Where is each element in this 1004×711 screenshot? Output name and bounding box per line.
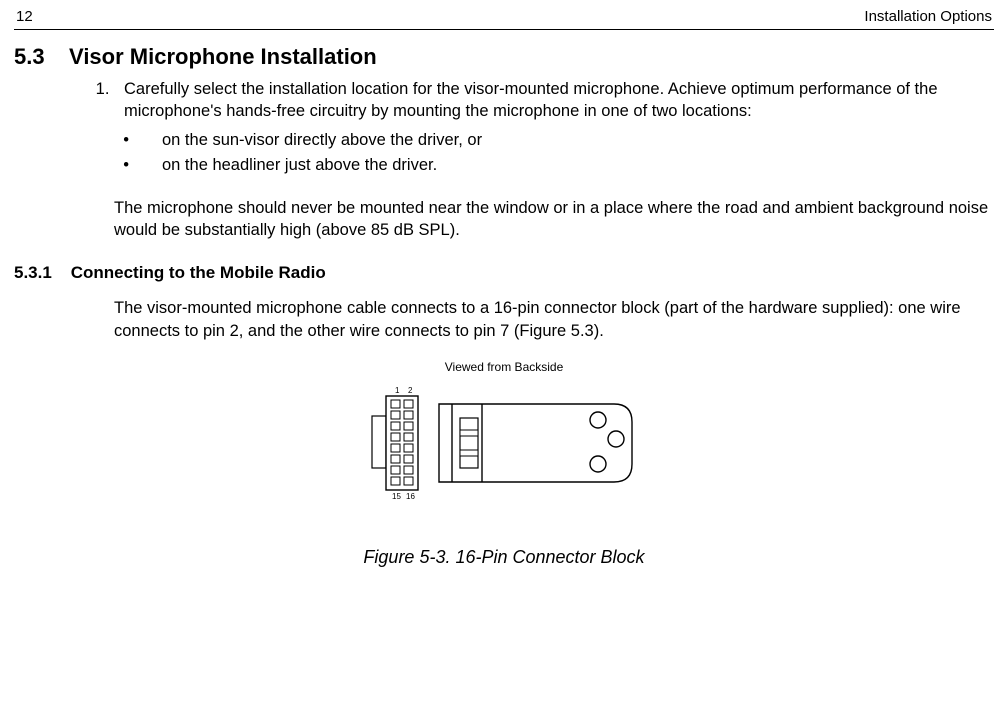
- step-1-text: Carefully select the installation locati…: [124, 80, 938, 120]
- bullet-1: on the sun-visor directly above the driv…: [152, 129, 994, 152]
- subsection-number: 5.3.1: [14, 263, 52, 282]
- page-number: 12: [16, 8, 33, 25]
- pin-label-16: 16: [406, 492, 415, 501]
- page-header: 12 Installation Options: [14, 8, 994, 29]
- subsection-heading: 5.3.1 Connecting to the Mobile Radio: [14, 263, 994, 283]
- mounting-warning: The microphone should never be mounted n…: [114, 197, 994, 242]
- subsection-body: The visor-mounted microphone cable conne…: [114, 297, 994, 342]
- pin-label-15: 15: [392, 492, 401, 501]
- pin-block: 1 2 15 16: [372, 386, 418, 501]
- section-title: Visor Microphone Installation: [69, 44, 377, 69]
- pin-label-2: 2: [408, 386, 413, 395]
- figure-caption: Figure 5-3. 16-Pin Connector Block: [14, 547, 994, 568]
- connector-diagram: 1 2 15 16: [364, 382, 644, 502]
- chapter-title: Installation Options: [864, 8, 992, 25]
- figure-area: Viewed from Backside: [14, 360, 994, 568]
- step-1: Carefully select the installation locati…: [114, 78, 994, 177]
- section-number: 5.3: [14, 44, 45, 69]
- bullet-2: on the headliner just above the driver.: [152, 154, 994, 177]
- header-rule: [14, 29, 994, 30]
- location-bullets: on the sun-visor directly above the driv…: [124, 129, 994, 177]
- step-list: Carefully select the installation locati…: [114, 78, 994, 177]
- pin-label-1: 1: [395, 386, 400, 395]
- section-heading: 5.3 Visor Microphone Installation: [14, 44, 994, 70]
- subsection-title: Connecting to the Mobile Radio: [71, 263, 326, 282]
- page: 12 Installation Options 5.3 Visor Microp…: [0, 0, 1004, 711]
- db-connector: [439, 404, 632, 482]
- figure-top-label: Viewed from Backside: [14, 360, 994, 374]
